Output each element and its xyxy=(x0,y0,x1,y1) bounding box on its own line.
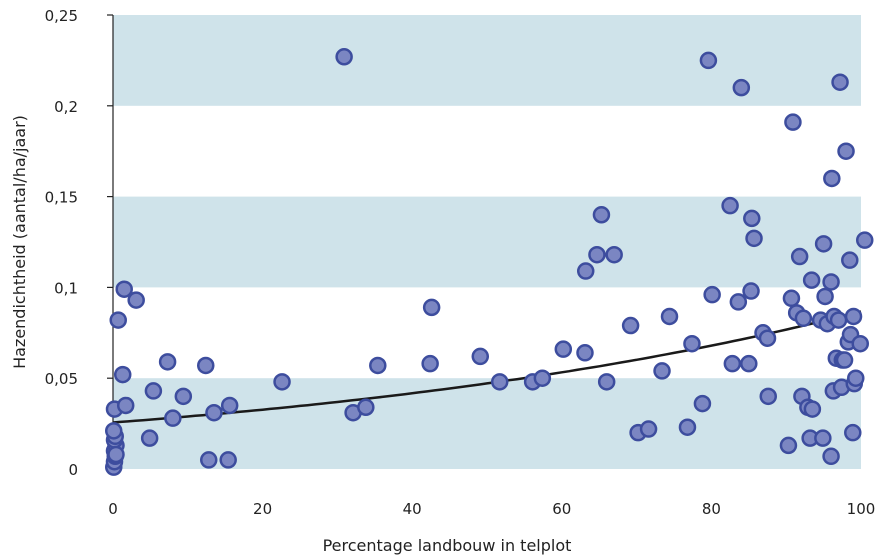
data-point xyxy=(745,229,763,248)
data-point xyxy=(841,251,859,269)
data-point xyxy=(829,311,848,329)
data-point xyxy=(115,280,133,298)
data-point xyxy=(422,298,441,317)
data-point xyxy=(837,142,855,160)
y-tick-label: 0,2 xyxy=(54,98,78,116)
data-point xyxy=(273,373,291,391)
data-point xyxy=(758,329,777,347)
data-point xyxy=(605,245,623,264)
data-point xyxy=(784,113,802,131)
data-point xyxy=(729,293,748,311)
y-tick-label: 0,15 xyxy=(45,189,78,207)
data-point xyxy=(693,394,712,413)
data-point xyxy=(576,262,595,280)
data-point xyxy=(554,340,573,358)
y-tick-label: 0 xyxy=(68,461,78,479)
data-point xyxy=(802,271,821,289)
data-point xyxy=(851,334,870,353)
data-point xyxy=(199,451,218,469)
data-point xyxy=(740,354,758,373)
data-point xyxy=(107,445,125,464)
data-point xyxy=(116,396,135,415)
x-tick-label: 0 xyxy=(108,500,118,518)
data-point xyxy=(140,429,159,447)
trendline xyxy=(112,310,862,424)
data-point xyxy=(759,387,777,406)
data-point xyxy=(219,451,237,469)
data-point xyxy=(490,373,509,391)
data-point xyxy=(844,423,862,442)
data-point xyxy=(844,307,863,326)
data-point xyxy=(109,311,127,329)
data-point xyxy=(597,373,616,391)
x-tick-label: 100 xyxy=(847,500,876,518)
data-point xyxy=(164,409,182,427)
x-tick-label: 20 xyxy=(253,500,272,518)
data-point xyxy=(831,73,849,91)
data-point xyxy=(113,365,132,384)
data-point xyxy=(621,316,640,335)
data-point xyxy=(823,169,841,188)
data-point xyxy=(743,209,761,228)
data-point xyxy=(732,78,751,97)
x-tick-label: 80 xyxy=(702,500,721,518)
data-point xyxy=(421,354,439,373)
data-point xyxy=(197,356,215,375)
data-point xyxy=(205,403,223,422)
x-axis-title: Percentage landbouw in telplot xyxy=(323,536,572,555)
data-point xyxy=(742,282,760,300)
data-point xyxy=(144,382,163,400)
data-point xyxy=(471,347,490,366)
trendline-group xyxy=(112,310,862,424)
data-point xyxy=(174,387,193,406)
data-point xyxy=(790,247,809,266)
data-point xyxy=(592,206,611,224)
data-point xyxy=(683,334,701,353)
data-point xyxy=(822,447,840,466)
y-tick-label: 0,05 xyxy=(45,370,78,388)
data-point xyxy=(822,273,840,291)
x-tick-label: 40 xyxy=(403,500,422,518)
band-0 xyxy=(113,378,861,469)
data-point xyxy=(782,289,801,308)
data-point xyxy=(335,48,353,66)
data-point xyxy=(127,291,145,309)
data-point xyxy=(794,309,813,328)
y-tick-label: 0,1 xyxy=(54,279,78,297)
data-point xyxy=(104,422,123,440)
data-point xyxy=(847,369,865,387)
data-point xyxy=(703,285,721,304)
data-point xyxy=(803,400,822,418)
tick-labels: 0 0,05 0,1 0,15 0,2 0,25 0 20 40 60 80 100 xyxy=(45,7,876,518)
data-point xyxy=(779,436,798,455)
data-point xyxy=(835,351,854,369)
y-tick-label: 0,25 xyxy=(45,7,78,25)
x-tick-label: 60 xyxy=(552,500,571,518)
data-point xyxy=(660,307,679,326)
data-point xyxy=(639,420,658,438)
data-point xyxy=(816,287,834,306)
data-points xyxy=(104,48,874,476)
data-point xyxy=(678,418,697,436)
data-point xyxy=(814,235,833,253)
data-point xyxy=(220,396,239,415)
data-point xyxy=(721,196,739,215)
data-point xyxy=(855,231,874,249)
data-point xyxy=(158,353,177,371)
data-point xyxy=(814,429,832,447)
data-point xyxy=(576,344,594,362)
data-point xyxy=(357,398,375,417)
data-point xyxy=(588,245,606,264)
data-point xyxy=(653,362,671,380)
data-point xyxy=(369,356,387,375)
data-point xyxy=(699,51,718,70)
y-axis-title: Hazendichtheid (aantal/ha/jaar) xyxy=(10,115,29,369)
data-point xyxy=(533,369,552,387)
data-point xyxy=(723,354,742,373)
